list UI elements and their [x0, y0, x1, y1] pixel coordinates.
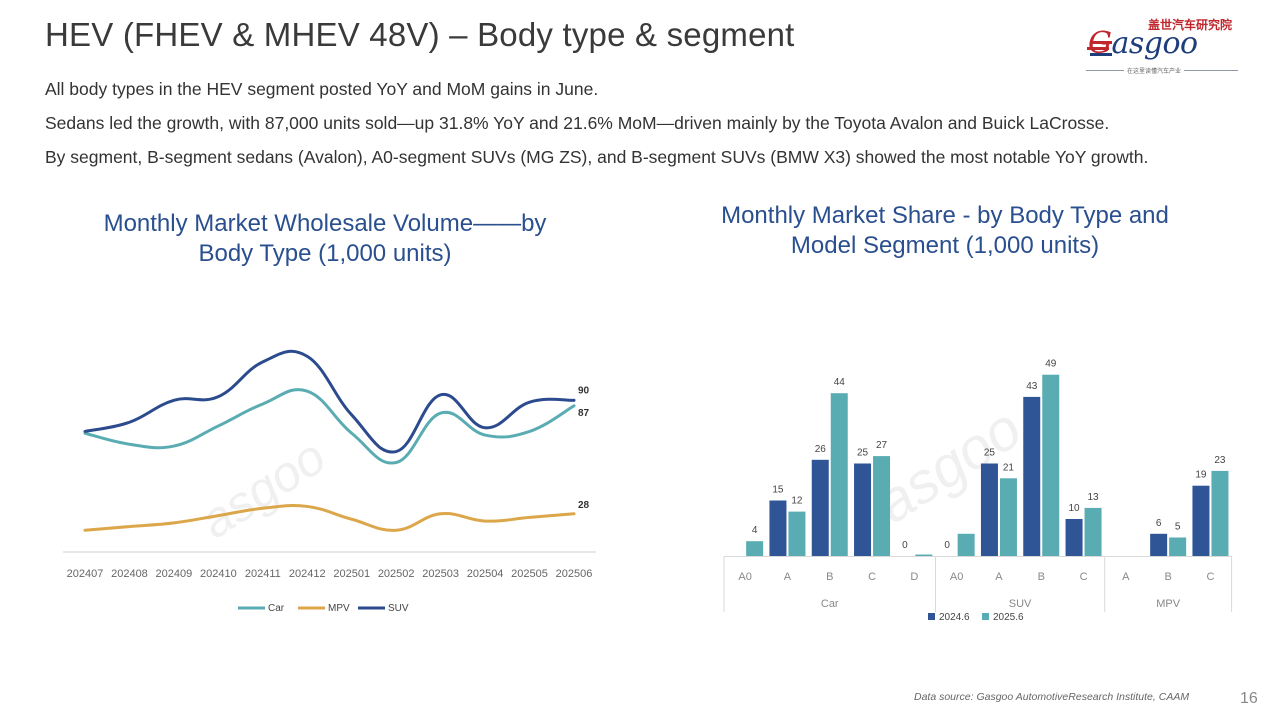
- x-tick-label: 202407: [67, 568, 104, 580]
- x-tick-label: 202505: [511, 568, 548, 580]
- x-tick-label: 202409: [156, 568, 193, 580]
- x-tick-label: 202503: [422, 568, 459, 580]
- page-number: 16: [1240, 690, 1258, 707]
- bar-chart-title: Monthly Market Share - by Body Type and …: [721, 202, 1169, 259]
- x-tick-label: 202506: [556, 568, 593, 580]
- x-tick-label: 202501: [333, 568, 370, 580]
- data-source-footnote: Data source: Gasgoo AutomotiveResearch I…: [914, 691, 1190, 703]
- line-chart-title: Monthly Market Wholesale Volume——by Body…: [103, 210, 547, 267]
- series-line-mpv: [83, 504, 576, 532]
- watermark-wordmark: asgoo: [190, 428, 335, 549]
- data-label-mpv: 28: [578, 500, 590, 511]
- legend-label-mpv: MPV: [328, 603, 350, 614]
- description-line-1: All body types in the HEV segment posted…: [45, 79, 599, 99]
- description-line-3: By segment, B-segment sedans (Avalon), A…: [45, 147, 1149, 167]
- chart-watermark: asgoo: [190, 428, 335, 549]
- data-label-suv: 90: [578, 385, 590, 396]
- logo-wordmark: Gasgoo: [1088, 26, 1198, 61]
- x-tick-label: 202411: [245, 568, 281, 580]
- logo-chinese-name: 盖世汽车研究院: [1147, 18, 1232, 32]
- data-label-car: 87: [578, 408, 590, 419]
- x-tick-label: 202502: [378, 568, 415, 580]
- legend-label-car: Car: [268, 603, 285, 614]
- logo-stripes-icon: [1087, 41, 1112, 56]
- legend-label-suv: SUV: [388, 603, 409, 614]
- x-tick-label: 202412: [289, 568, 326, 580]
- x-tick-label: 202504: [467, 568, 504, 580]
- x-tick-label: 202410: [200, 568, 237, 580]
- logo-tagline: 在这里读懂汽车产业: [1124, 66, 1185, 75]
- x-tick-label: 202408: [111, 568, 148, 580]
- series-line-suv: [83, 349, 576, 454]
- gasgoo-logo: 盖世汽车研究院 Gasgoo 在这里读懂汽车产业: [1086, 16, 1238, 78]
- description-line-2: Sedans led the growth, with 87,000 units…: [45, 113, 1110, 133]
- series-line-car: [83, 388, 576, 465]
- page-title: HEV (FHEV & MHEV 48V) – Body type & segm…: [45, 16, 795, 53]
